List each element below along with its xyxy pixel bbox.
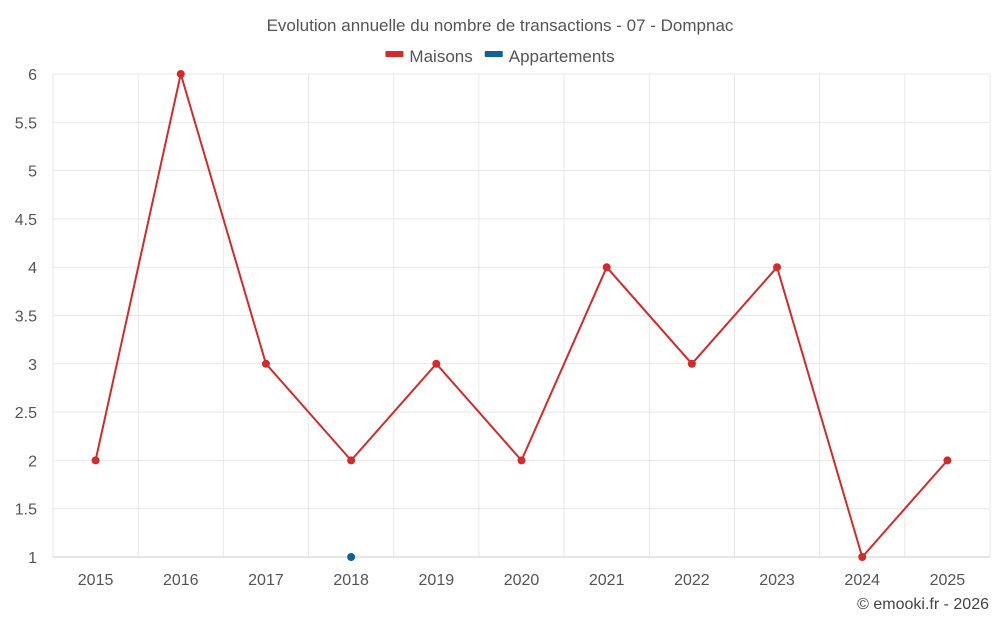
data-point [347, 553, 356, 561]
x-tick-label: 2020 [504, 572, 540, 589]
data-point [176, 70, 185, 78]
data-point [261, 359, 270, 368]
grid [52, 73, 991, 558]
series-1 [347, 553, 356, 561]
x-tick-label: 2017 [248, 572, 284, 589]
data-point [602, 263, 611, 272]
x-tick-label: 2024 [844, 572, 880, 589]
series-0 [91, 70, 952, 561]
x-tick-label: 2015 [78, 572, 114, 589]
legend: Maisons Appartements [385, 47, 615, 66]
data-point [687, 359, 696, 368]
x-tick-label: 2016 [163, 572, 199, 589]
x-tick-label: 2025 [930, 572, 966, 589]
data-point [858, 553, 867, 561]
y-tick-label: 5 [28, 164, 37, 181]
data-point [347, 456, 356, 465]
y-tick-label: 2 [28, 453, 37, 470]
legend-item-0: Maisons [385, 47, 473, 66]
credit-text: © emooki.fr - 2026 [857, 596, 989, 613]
y-tick-label: 3 [28, 357, 37, 374]
x-tick-label: 2019 [419, 572, 455, 589]
x-tick-label: 2022 [674, 572, 710, 589]
series-layer [91, 70, 952, 561]
x-tick-label: 2018 [333, 572, 369, 589]
legend-item-1: Appartements [484, 47, 615, 66]
legend-label: Maisons [409, 47, 472, 66]
x-tick-label: 2023 [759, 572, 795, 589]
data-point [943, 456, 952, 465]
legend-label: Appartements [509, 47, 615, 66]
y-tick-label: 4 [28, 260, 37, 277]
data-point [432, 359, 441, 368]
axes: 1 1.5 2 2.5 3 3.5 4 4.5 5 5.5 6 2015 2016 2017 2018 201… [15, 67, 990, 589]
legend-swatch [385, 51, 404, 57]
chart-title: Evolution annuelle du nombre de transact… [267, 16, 734, 35]
y-tick-label: 2.5 [15, 405, 37, 422]
y-tick-label: 1.5 [15, 502, 37, 519]
data-point [773, 263, 782, 272]
x-tick-label: 2021 [589, 572, 625, 589]
data-point [517, 456, 526, 465]
data-point [91, 456, 100, 465]
y-tick-label: 6 [28, 67, 37, 84]
y-tick-label: 3.5 [15, 309, 37, 326]
legend-swatch [484, 51, 503, 57]
y-tick-label: 1 [28, 550, 37, 567]
y-tick-label: 5.5 [15, 115, 37, 132]
y-tick-label: 4.5 [15, 212, 37, 229]
